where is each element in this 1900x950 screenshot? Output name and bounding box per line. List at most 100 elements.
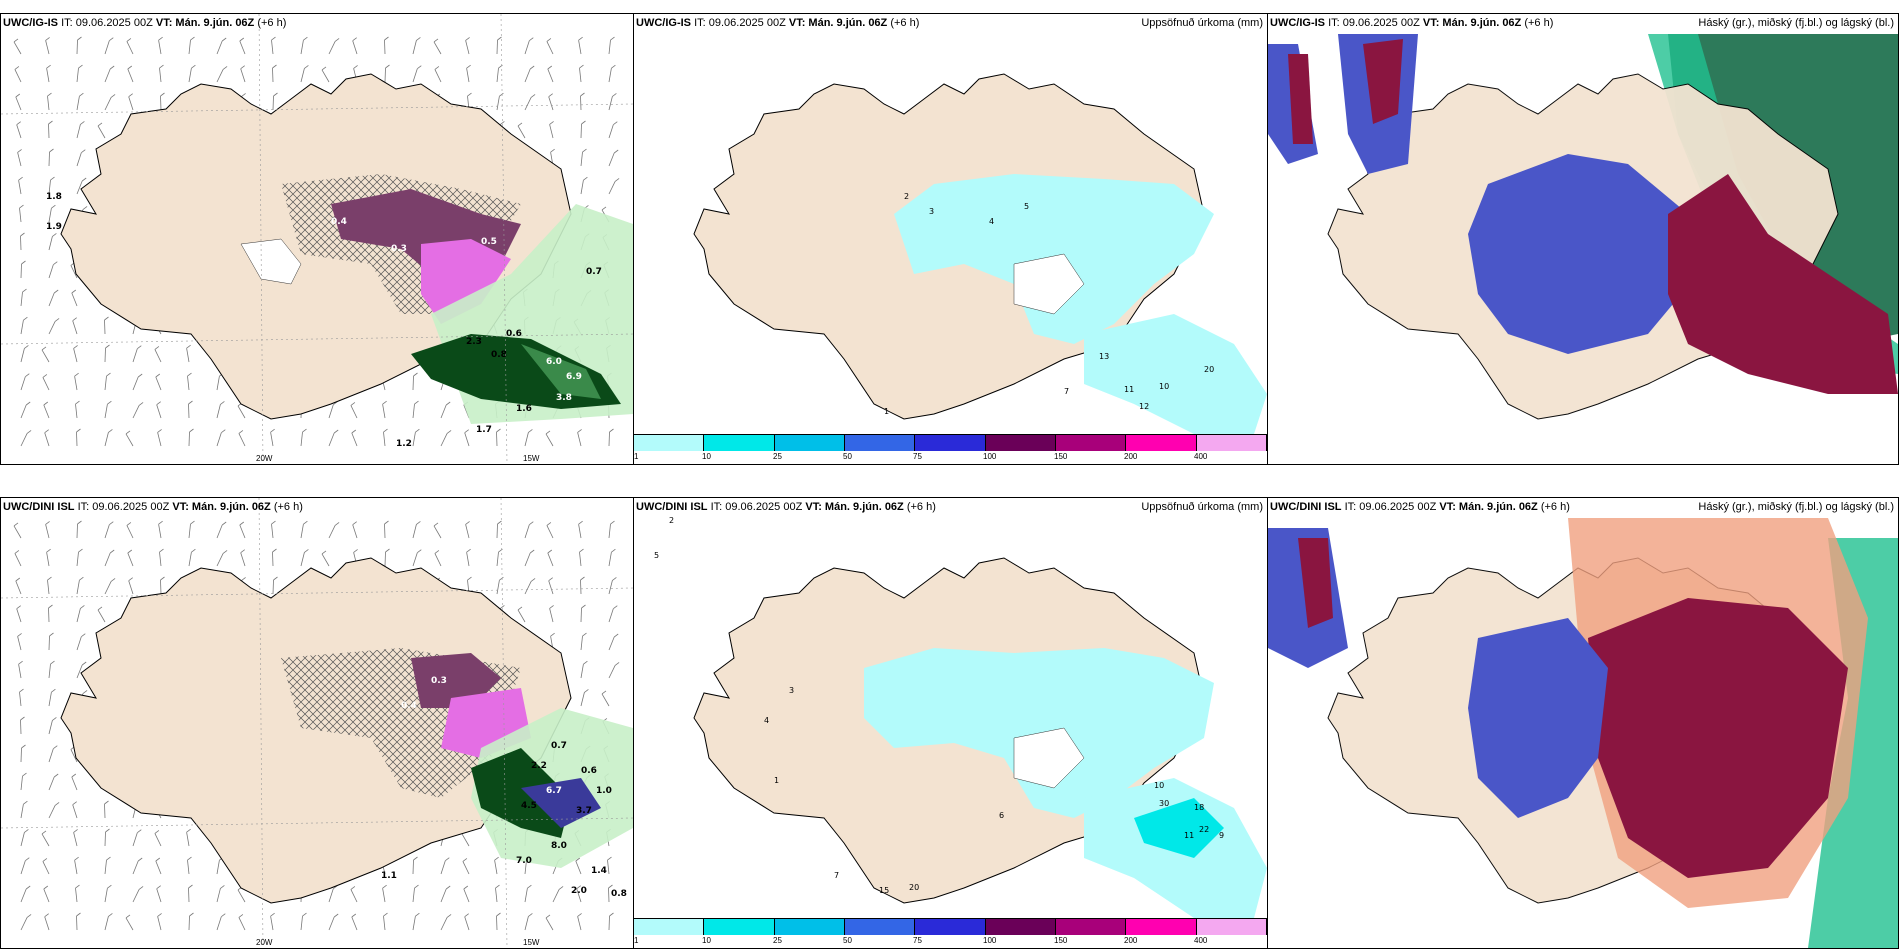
wind-barb xyxy=(547,552,554,567)
wind-barb xyxy=(45,40,50,55)
wind-barb xyxy=(216,40,223,55)
panel-right-title: Uppsöfnuð úrkoma (mm) xyxy=(1141,501,1263,513)
wind-barb xyxy=(76,180,83,195)
wind-barb xyxy=(300,432,303,447)
wind-barb xyxy=(188,431,190,447)
panel-right-title: Uppsöfnuð úrkoma (mm) xyxy=(1141,17,1263,29)
wind-barb-feather xyxy=(353,65,358,69)
wind-barb xyxy=(580,180,584,195)
map-clouds xyxy=(1268,518,1898,948)
wind-barb xyxy=(76,552,79,567)
wind-barb-feather xyxy=(607,856,612,861)
wind-barb-feather xyxy=(321,66,327,71)
svg-text:2.2: 2.2 xyxy=(531,761,547,771)
svg-text:1: 1 xyxy=(884,407,889,416)
wind-barb xyxy=(608,636,615,651)
graticule xyxy=(1,498,633,948)
wind-barb-feather xyxy=(189,428,194,433)
wind-barb xyxy=(188,40,191,55)
wind-barb-feather xyxy=(433,38,439,43)
wind-barb xyxy=(350,405,358,419)
wind-barb xyxy=(158,40,162,55)
wind-barb xyxy=(465,524,470,539)
wind-barb-feather xyxy=(353,549,358,553)
wind-barb-feather xyxy=(434,550,440,554)
wind-barb xyxy=(43,404,50,419)
svg-text:2.3: 2.3 xyxy=(466,337,482,347)
wind-barb-feather xyxy=(497,520,502,525)
wind-barb xyxy=(132,832,138,847)
wind-barb xyxy=(73,832,78,847)
wind-barb-feather xyxy=(466,64,471,69)
wind-barb-feather xyxy=(46,548,51,553)
wind-barb-feather xyxy=(108,913,113,917)
wind-barb xyxy=(46,68,50,83)
wind-barb xyxy=(216,860,220,875)
wind-barb xyxy=(412,404,415,419)
wind-barb-feather xyxy=(97,122,103,127)
wind-barb-feather xyxy=(109,549,115,554)
wind-barb xyxy=(496,68,499,83)
wind-barb xyxy=(608,524,611,539)
wind-barb-feather xyxy=(16,605,21,610)
wind-barb-feather xyxy=(156,401,161,406)
wind-barb xyxy=(17,152,22,167)
wind-barb-feather xyxy=(79,576,84,581)
wind-barb-feather xyxy=(45,37,50,41)
wind-barb xyxy=(74,376,78,391)
wind-barb-feather xyxy=(110,94,116,98)
svg-text:1.2: 1.2 xyxy=(396,439,412,449)
wind-barb-feather xyxy=(546,522,552,526)
wind-barb xyxy=(13,41,22,55)
wind-barb-feather xyxy=(13,522,19,527)
wind-barb-feather xyxy=(351,913,357,918)
wind-barb xyxy=(608,665,616,679)
wind-barb xyxy=(440,860,446,875)
wind-barb xyxy=(577,916,582,931)
wind-barb-feather xyxy=(25,401,31,406)
wind-barb xyxy=(70,265,78,279)
wind-barb xyxy=(132,376,139,391)
wind-barb-feather xyxy=(384,36,389,41)
wind-barb-feather xyxy=(81,177,87,182)
wind-barb-feather xyxy=(49,148,54,153)
wind-barb xyxy=(14,69,22,83)
wind-barb-feather xyxy=(187,856,192,861)
wind-barb xyxy=(465,40,470,55)
panel-bottom-wind: UWC/DINI ISL IT: 09.06.2025 00Z VT: Mán.… xyxy=(0,497,634,949)
wind-barb xyxy=(237,405,246,419)
wind-barb xyxy=(75,404,78,419)
wind-barb-feather xyxy=(80,121,85,125)
wind-barb xyxy=(524,860,527,875)
wind-barb xyxy=(608,40,611,55)
wind-barb xyxy=(132,405,140,419)
wind-barb-feather xyxy=(270,912,275,917)
wind-barb-feather xyxy=(51,688,56,693)
wind-barb xyxy=(104,404,108,419)
wind-barb xyxy=(156,888,162,903)
wind-barb-feather xyxy=(157,913,162,917)
wind-barb xyxy=(580,95,582,111)
wind-barb-feather xyxy=(601,690,607,695)
wind-barb xyxy=(463,888,470,903)
wind-barb xyxy=(73,348,78,363)
wind-barb-feather xyxy=(106,372,111,377)
wind-barb xyxy=(154,833,162,847)
wind-barb xyxy=(41,833,50,847)
wind-barb-feather xyxy=(578,520,583,525)
wind-barb-feather xyxy=(186,828,191,833)
wind-barb-feather xyxy=(527,884,532,889)
svg-text:0.8: 0.8 xyxy=(611,889,627,899)
wind-barb xyxy=(440,917,448,931)
wind-barb-feather xyxy=(107,400,112,405)
wind-barb xyxy=(579,68,582,83)
wind-barb-feather xyxy=(97,606,103,611)
wind-barb-feather xyxy=(105,828,110,833)
wind-barb-feather xyxy=(17,633,22,637)
wind-barb xyxy=(496,580,500,595)
wind-barb xyxy=(608,608,614,623)
wind-barb xyxy=(238,433,246,447)
wind-barb xyxy=(48,664,51,679)
map-clouds xyxy=(1268,34,1898,464)
svg-text:4: 4 xyxy=(989,217,994,226)
